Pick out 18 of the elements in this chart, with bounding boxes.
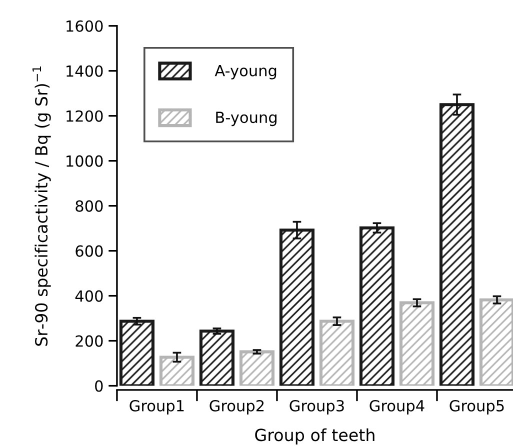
- x-tick-label: Group5: [450, 400, 504, 414]
- y-tick-label: 0: [95, 380, 103, 392]
- y-tick-label: 400: [75, 290, 103, 302]
- y-tick-label: 1400: [66, 65, 103, 77]
- y-tick-label: 1000: [66, 155, 103, 167]
- x-tick-label: Group4: [370, 400, 424, 414]
- y-tick-label: 200: [76, 335, 103, 347]
- y-tick-label: 800: [76, 200, 103, 212]
- x-tick-label: Group1: [130, 400, 184, 414]
- x-tick-label: Group2: [210, 400, 264, 414]
- legend-label: A-young: [214, 65, 276, 80]
- y-axis-title: Sr-90 specificactivity / Bq (g Sr)$^{−1}$: [32, 66, 51, 346]
- x-tick-label: Group3: [290, 400, 344, 414]
- y-tick-label: 1200: [66, 110, 103, 122]
- y-tick-label: 1600: [66, 20, 103, 32]
- x-axis-title: Group of teeth: [255, 428, 374, 444]
- y-tick-label: 600: [76, 245, 103, 257]
- legend-label: B-young: [216, 112, 276, 126]
